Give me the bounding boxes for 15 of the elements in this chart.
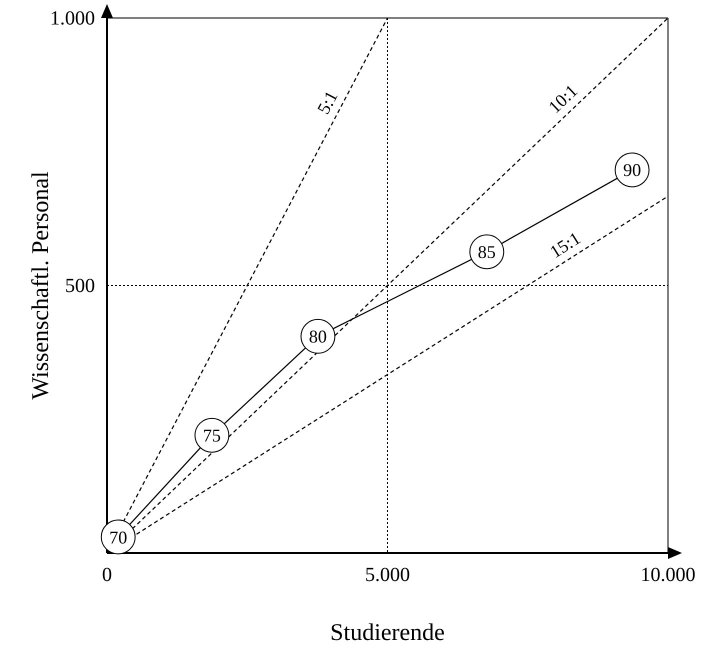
annotation: 70 — [109, 527, 128, 548]
x-tick-label: 0 — [102, 564, 112, 586]
annotation: 75 — [202, 426, 221, 446]
x-tick-label: 10.000 — [640, 564, 696, 586]
y-tick-label: 1.000 — [50, 7, 95, 30]
x-tick-label: 5.000 — [365, 564, 410, 586]
text: 15:1 — [546, 228, 584, 262]
x-axis-title: Studierende — [330, 620, 445, 646]
text: 5:1 — [313, 88, 342, 118]
y-axis-title: Wissenschaftl. Personal — [28, 171, 54, 400]
y-tick-label: 500 — [65, 274, 95, 297]
annotation: 90 — [623, 160, 642, 180]
text: 10:1 — [544, 80, 582, 118]
annotation: 80 — [308, 326, 327, 347]
annotation: 85 — [478, 242, 496, 262]
